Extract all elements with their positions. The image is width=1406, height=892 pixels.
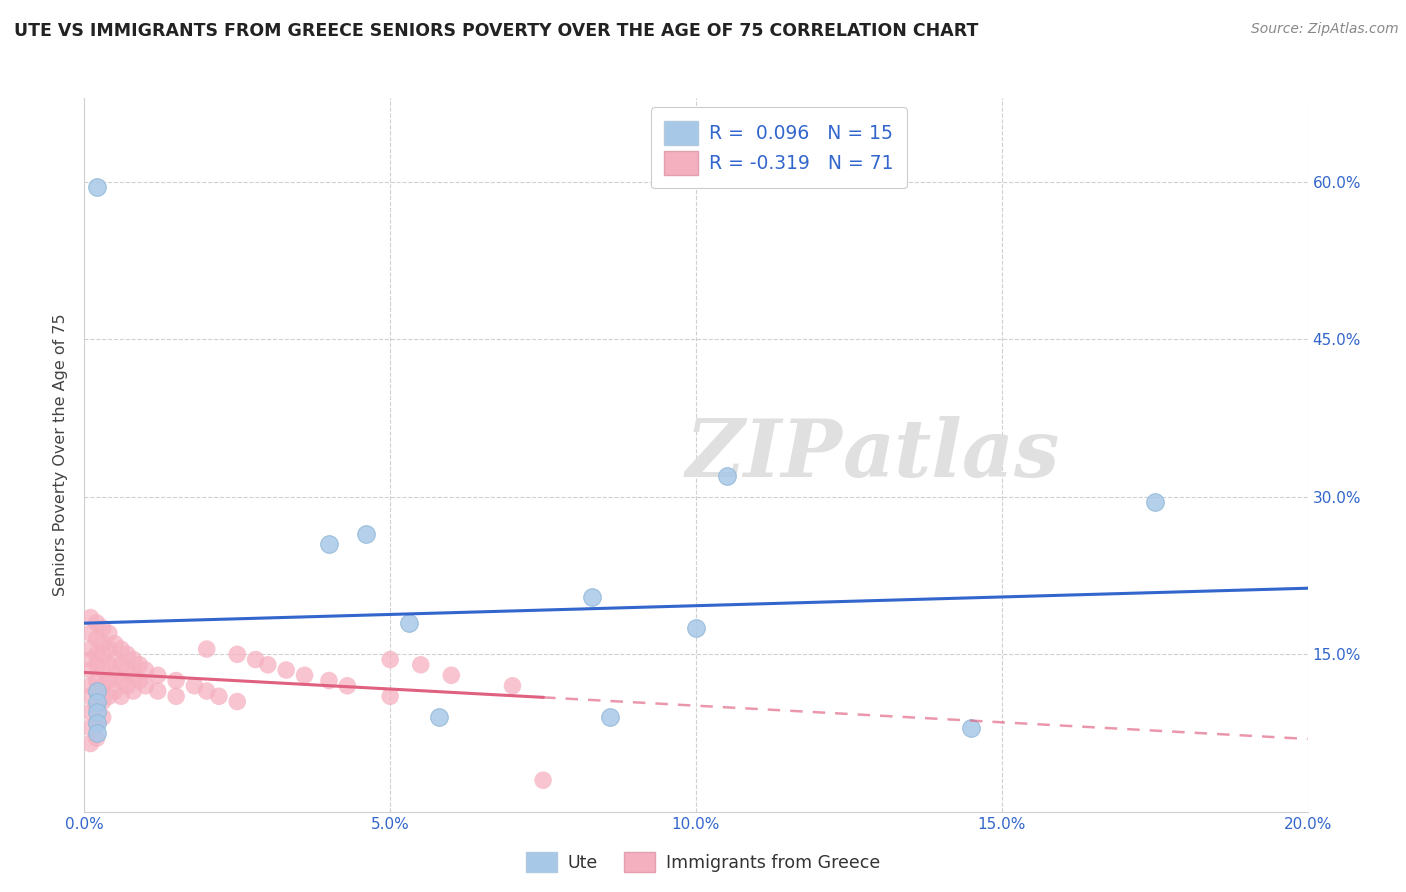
Point <box>257 657 280 672</box>
Point <box>276 663 298 677</box>
Point <box>86 657 108 672</box>
Point <box>226 648 249 662</box>
Point <box>440 668 463 682</box>
Text: atlas: atlas <box>842 417 1060 493</box>
Point <box>599 710 621 724</box>
Point <box>91 694 114 708</box>
Point <box>122 684 145 698</box>
Point <box>97 642 120 657</box>
Point <box>294 668 316 682</box>
Point <box>380 652 402 666</box>
Point <box>135 679 157 693</box>
Point <box>86 731 108 746</box>
Point <box>110 690 132 704</box>
Point <box>91 663 114 677</box>
Point <box>91 637 114 651</box>
Point <box>128 657 150 672</box>
Point <box>79 642 101 657</box>
Point <box>86 705 108 719</box>
Point <box>79 610 101 624</box>
Y-axis label: Seniors Poverty Over the Age of 75: Seniors Poverty Over the Age of 75 <box>53 314 69 596</box>
Point <box>128 673 150 688</box>
Point <box>86 684 108 698</box>
Point <box>146 668 169 682</box>
Point <box>86 615 108 630</box>
Point <box>91 679 114 693</box>
Point <box>97 690 120 704</box>
Point <box>79 690 101 704</box>
Point <box>86 632 108 646</box>
Text: Source: ZipAtlas.com: Source: ZipAtlas.com <box>1251 22 1399 37</box>
Point <box>165 690 187 704</box>
Point <box>86 726 108 740</box>
Point <box>336 679 359 693</box>
Point <box>208 690 231 704</box>
Point <box>86 648 108 662</box>
Point <box>318 537 340 551</box>
Point <box>91 710 114 724</box>
Point <box>86 684 108 698</box>
Point <box>135 663 157 677</box>
Point <box>531 773 554 788</box>
Point <box>97 673 120 688</box>
Point <box>79 626 101 640</box>
Point <box>245 652 267 666</box>
Point <box>110 657 132 672</box>
Point <box>685 621 707 635</box>
Legend: R =  0.096   N = 15, R = -0.319   N = 71: R = 0.096 N = 15, R = -0.319 N = 71 <box>651 108 907 188</box>
Point <box>716 469 738 483</box>
Point <box>104 637 127 651</box>
Point <box>91 621 114 635</box>
Legend: Ute, Immigrants from Greece: Ute, Immigrants from Greece <box>519 845 887 879</box>
Point <box>104 684 127 698</box>
Point <box>79 737 101 751</box>
Point <box>97 626 120 640</box>
Point <box>398 615 420 630</box>
Point <box>354 526 377 541</box>
Point <box>110 642 132 657</box>
Point <box>79 679 101 693</box>
Point <box>86 699 108 714</box>
Point <box>318 673 340 688</box>
Text: UTE VS IMMIGRANTS FROM GREECE SENIORS POVERTY OVER THE AGE OF 75 CORRELATION CHA: UTE VS IMMIGRANTS FROM GREECE SENIORS PO… <box>14 22 979 40</box>
Point <box>409 657 432 672</box>
Point <box>110 673 132 688</box>
Point <box>104 668 127 682</box>
Point <box>115 663 138 677</box>
Point <box>226 694 249 708</box>
Point <box>79 705 101 719</box>
Point <box>79 663 101 677</box>
Point <box>86 180 108 194</box>
Point <box>195 642 218 657</box>
Point <box>960 721 983 735</box>
Point <box>1143 495 1166 509</box>
Point <box>380 690 402 704</box>
Point <box>427 710 450 724</box>
Point <box>86 715 108 730</box>
Point <box>502 679 524 693</box>
Point <box>165 673 187 688</box>
Point <box>146 684 169 698</box>
Point <box>97 657 120 672</box>
Point <box>86 715 108 730</box>
Text: ZIP: ZIP <box>686 417 842 493</box>
Point <box>91 648 114 662</box>
Point <box>122 652 145 666</box>
Point <box>195 684 218 698</box>
Point <box>115 679 138 693</box>
Point <box>581 590 603 604</box>
Point <box>79 652 101 666</box>
Point <box>115 648 138 662</box>
Point <box>86 673 108 688</box>
Point <box>86 694 108 708</box>
Point <box>183 679 205 693</box>
Point <box>79 721 101 735</box>
Point <box>122 668 145 682</box>
Point <box>104 652 127 666</box>
